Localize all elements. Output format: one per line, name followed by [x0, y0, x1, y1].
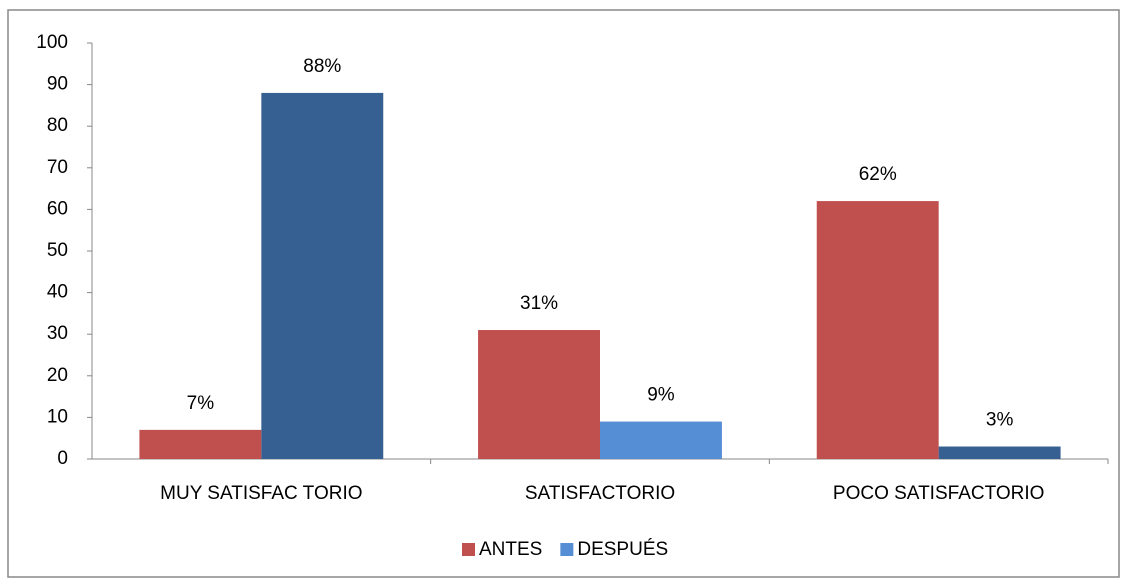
y-tick-label: 80	[47, 115, 68, 136]
x-tick-label: POCO SATISFACTORIO	[833, 483, 1045, 504]
bar	[478, 330, 600, 459]
y-tick-label: 30	[47, 323, 68, 344]
y-tick-label: 50	[47, 240, 68, 261]
y-tick-label: 100	[36, 32, 68, 53]
value-label: 9%	[647, 385, 675, 406]
y-tick-label: 70	[47, 157, 68, 178]
value-label: 62%	[859, 164, 897, 185]
value-label: 31%	[520, 293, 558, 314]
value-label: 3%	[986, 410, 1014, 431]
y-tick-label: 20	[47, 365, 68, 386]
y-tick-label: 60	[47, 198, 68, 219]
value-label: 7%	[187, 393, 215, 414]
y-tick-label: 40	[47, 282, 68, 303]
legend-swatch	[560, 543, 574, 556]
bar	[600, 421, 722, 459]
legend-label: ANTES	[479, 539, 542, 560]
legend-label: DESPUÉS	[577, 539, 668, 560]
bar	[938, 446, 1061, 459]
value-label: 88%	[303, 56, 341, 77]
x-tick-label: MUY SATISFAC TORIO	[160, 483, 362, 504]
bar	[261, 92, 384, 460]
bar	[816, 201, 939, 459]
y-tick-label: 10	[47, 406, 68, 427]
legend-swatch	[462, 543, 475, 556]
bar	[139, 429, 262, 459]
y-tick-label: 0	[57, 448, 68, 469]
y-tick-label: 90	[47, 74, 68, 95]
x-tick-label: SATISFACTORIO	[525, 483, 675, 504]
